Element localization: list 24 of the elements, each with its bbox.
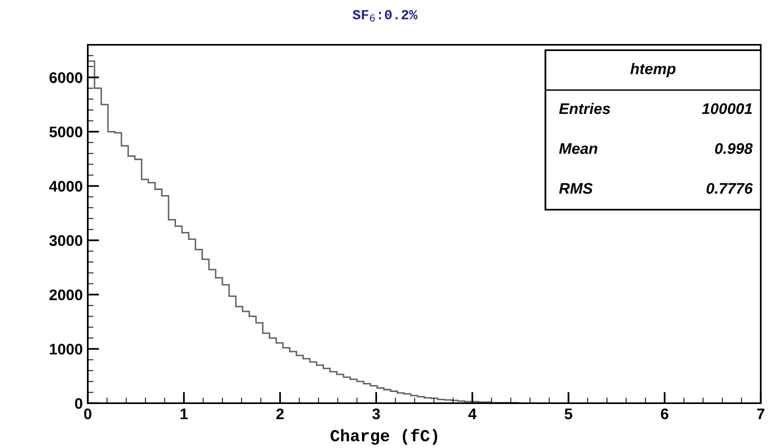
annotation: 0.7776	[706, 183, 753, 194]
annotation: 100001	[702, 103, 752, 114]
annotation: htemp	[630, 62, 676, 78]
x-tick-label: 1	[180, 408, 188, 420]
y-tick-label: 2000	[49, 289, 82, 300]
x-tick-label: 6	[660, 408, 668, 420]
x-tick-label: 2	[276, 408, 284, 420]
y-tick-label: 5000	[49, 126, 82, 138]
y-tick-label: 3000	[49, 235, 82, 246]
x-tick-label: 4	[468, 408, 477, 420]
x-tick-label: 0	[84, 408, 92, 420]
annotation: Entries	[559, 102, 610, 114]
annotation: 0.998	[715, 143, 753, 154]
x-tick-label: 5	[564, 408, 572, 420]
x-axis-title: Charge (fC)	[330, 428, 438, 445]
x-tick-label: 7	[757, 408, 764, 420]
x-tick-label: 3	[372, 408, 380, 420]
chart-title: SF$_{6}$:0.2%	[352, 10, 418, 22]
y-tick-label: 6000	[49, 72, 82, 84]
y-tick-label: 0	[75, 398, 82, 409]
annotation: Mean	[559, 143, 598, 154]
y-tick-label: 1000	[50, 344, 82, 355]
annotation: RMS	[559, 183, 593, 194]
y-tick-label: 4000	[49, 180, 82, 192]
